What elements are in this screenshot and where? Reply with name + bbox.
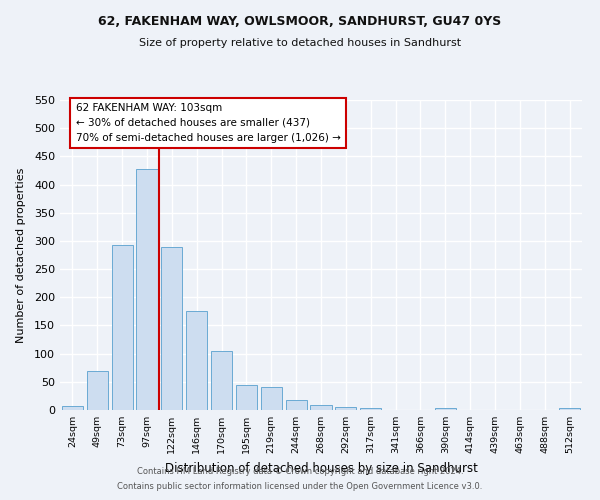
Bar (559, 408, 580, 410)
Bar (360, 408, 381, 410)
X-axis label: Distribution of detached houses by size in Sandhurst: Distribution of detached houses by size … (164, 462, 478, 474)
Text: 62 FAKENHAM WAY: 103sqm
← 30% of detached houses are smaller (437)
70% of semi-d: 62 FAKENHAM WAY: 103sqm ← 30% of detache… (76, 103, 341, 142)
Bar (87, 370, 108, 410)
Text: 62, FAKENHAM WAY, OWLSMOOR, SANDHURST, GU47 0YS: 62, FAKENHAM WAY, OWLSMOOR, SANDHURST, G… (98, 15, 502, 28)
Bar (261, 388, 282, 410)
Bar (435, 408, 456, 410)
Bar (335, 407, 356, 410)
Text: Contains public sector information licensed under the Open Government Licence v3: Contains public sector information licen… (118, 482, 482, 491)
Bar (236, 385, 257, 410)
Bar (310, 406, 332, 410)
Bar (286, 400, 307, 410)
Text: Contains HM Land Registry data © Crown copyright and database right 2024.: Contains HM Land Registry data © Crown c… (137, 467, 463, 476)
Bar (186, 312, 207, 410)
Bar (211, 351, 232, 410)
Bar (136, 170, 158, 410)
Bar (112, 246, 133, 410)
Y-axis label: Number of detached properties: Number of detached properties (16, 168, 26, 342)
Bar (161, 246, 182, 410)
Text: Size of property relative to detached houses in Sandhurst: Size of property relative to detached ho… (139, 38, 461, 48)
Bar (62, 406, 83, 410)
